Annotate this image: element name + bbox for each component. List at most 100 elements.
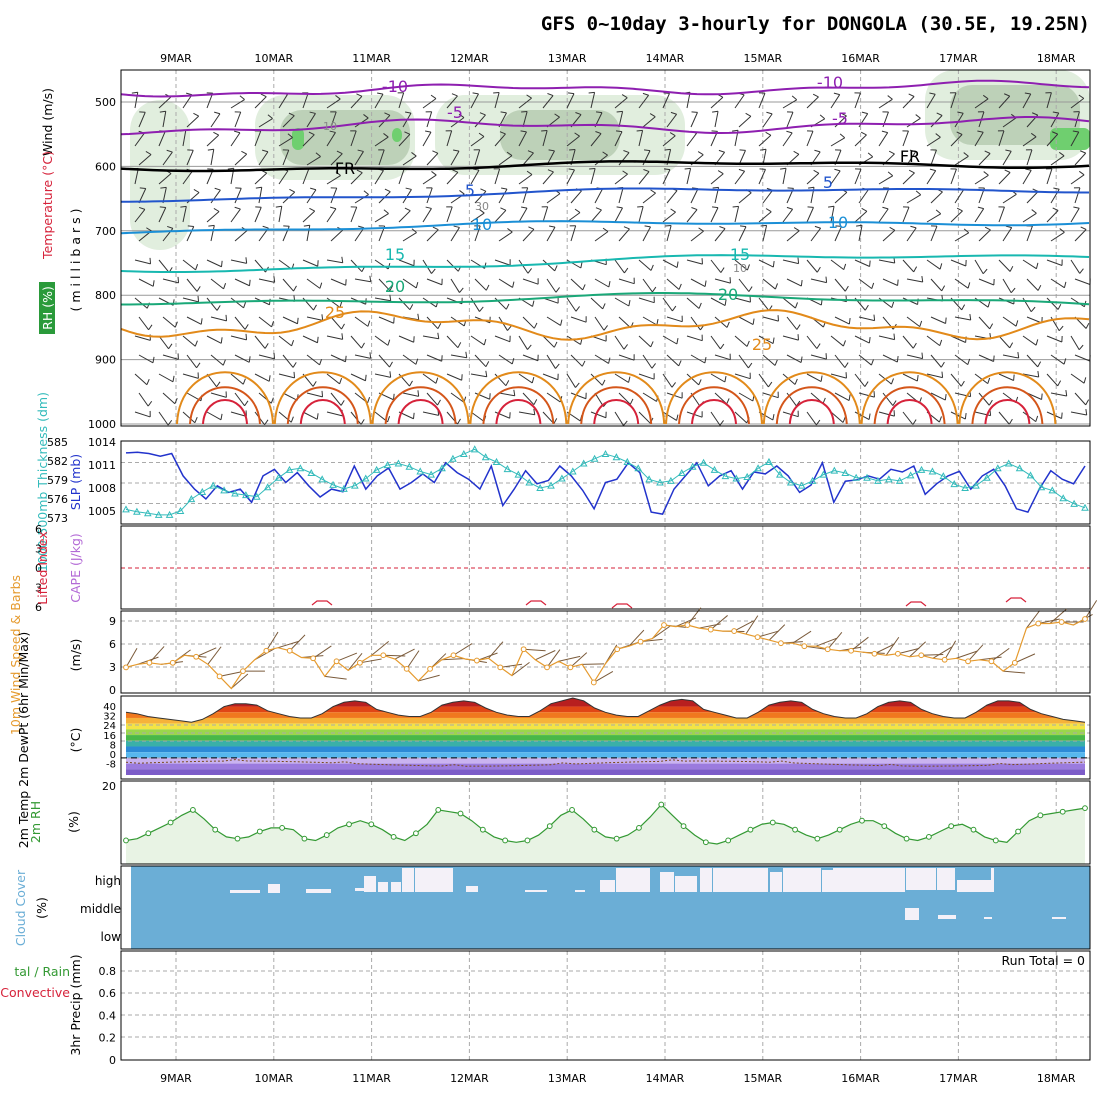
wind-barb (734, 94, 745, 109)
slp-marker (667, 476, 675, 484)
wind-barb-flag (139, 187, 146, 189)
wind-barb-flag (216, 381, 221, 388)
date-label-bottom: 15MAR (743, 1072, 782, 1085)
wind-barb (1022, 335, 1037, 346)
wind-barb-flag (983, 171, 989, 176)
wind-barb-flag (554, 265, 558, 272)
wind10m-barb (792, 630, 812, 644)
wind-barb (662, 335, 678, 345)
wind-barb (518, 373, 533, 384)
wind-barb-flag (814, 149, 821, 153)
precip-tick-label: 0.8 (99, 965, 117, 978)
wind-barb (690, 278, 706, 287)
wind-barb-flag (360, 419, 365, 425)
wind-barb-flag (897, 279, 899, 286)
wind-barb (134, 168, 139, 185)
rh2m-marker (123, 837, 129, 844)
wind-barb (566, 373, 576, 388)
cloud-clear-block (938, 915, 956, 919)
wind-barb-flag (147, 400, 153, 407)
wind-barb-flag (145, 151, 152, 155)
wind-barb-flag (425, 130, 432, 133)
wind-barb-flag (533, 408, 536, 415)
slp-marker (372, 465, 381, 473)
wind10m-marker (193, 653, 200, 660)
wind-barb (446, 206, 453, 223)
slp-marker (579, 459, 588, 467)
wind-barb-flag (893, 333, 896, 340)
wind-barb-flag (245, 257, 248, 264)
wind-barb (974, 98, 989, 109)
rh2m-marker (234, 835, 241, 842)
rh2m-marker (992, 837, 999, 844)
cloud-clear-block (378, 882, 388, 892)
date-label-top: 13MAR (548, 52, 587, 65)
wind-barb (326, 297, 341, 308)
wind-barb (330, 153, 343, 166)
cloud-level-label: high (95, 874, 121, 888)
wind-barb (1050, 155, 1065, 166)
wind10m-marker (169, 659, 176, 666)
wind-barb-flag (816, 266, 821, 273)
wind10m-barb (675, 617, 697, 628)
wind-barb-flag (1052, 207, 1059, 211)
wind-barb-flag (532, 300, 535, 307)
wind-barb (546, 226, 556, 242)
slp-marker (721, 472, 730, 480)
cloud-ylabel: Cloud Cover (13, 869, 28, 946)
slp-marker (340, 484, 348, 492)
wind-barb (786, 278, 802, 287)
wind-barb-flag (1035, 339, 1039, 346)
wind-barb-flag (748, 286, 753, 292)
wind-barb (738, 354, 749, 369)
wind-barb-flag (242, 378, 246, 385)
wind-barb (498, 278, 513, 288)
wind-barb (878, 98, 893, 109)
wind-barb-flag (644, 225, 651, 228)
wind-barb (686, 259, 703, 265)
wind-barb-flag (243, 302, 247, 309)
temperature-band (126, 712, 1085, 718)
wind-barb (618, 187, 624, 204)
wind-barb-flag (389, 294, 392, 301)
wind-barb-flag (273, 352, 276, 359)
wind-barb (638, 259, 652, 271)
slp-marker (329, 480, 337, 488)
wind-barb (758, 335, 774, 344)
wind-barb-flag (1005, 225, 1012, 229)
slp-marker (852, 473, 860, 481)
wind-barb (182, 259, 196, 271)
wind-barb-flag (887, 171, 894, 177)
wind-barb (230, 411, 247, 417)
cloud-clear-block (905, 908, 919, 920)
wind-barb-flag (623, 267, 629, 274)
wind-barb (1046, 259, 1063, 266)
thickness-tick-label: 582 (47, 455, 68, 468)
wind-barb (954, 278, 969, 289)
wind-barb-flag (383, 133, 389, 138)
temperature-band (126, 723, 1085, 730)
wind-barb (210, 354, 224, 366)
diurnal-contour-40 (691, 399, 737, 425)
contour-20 (121, 292, 1090, 306)
wind-barb-flag (270, 397, 274, 404)
wind-barb-flag (409, 304, 414, 310)
rh2m-line (125, 803, 1086, 845)
wind10m-barb (1049, 608, 1067, 624)
wind-barb-flag (340, 400, 345, 406)
wind-barb (162, 316, 176, 328)
wind-barb-flag (411, 228, 417, 233)
wind10m-barb (1084, 600, 1098, 620)
wind-barb-flag (580, 262, 583, 269)
wind-barb-flag (513, 389, 516, 396)
wind-barb-flag (221, 260, 223, 267)
wind-barb (518, 259, 529, 274)
wind-barb (474, 190, 487, 204)
wind-barb-flag (213, 131, 219, 136)
wind-barb (138, 154, 152, 166)
wind-barb (782, 132, 793, 147)
cloud-clear-block (268, 884, 280, 893)
wind-barb-flag (245, 333, 248, 340)
wind-barb (830, 373, 847, 379)
wind-barb (234, 230, 248, 242)
